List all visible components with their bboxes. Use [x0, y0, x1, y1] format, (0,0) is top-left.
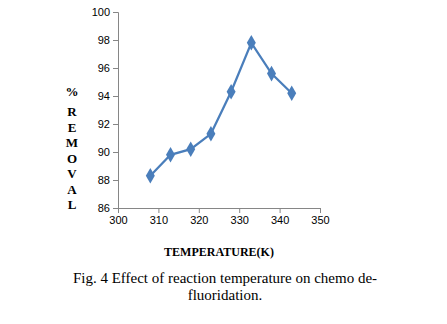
- x-tick-label: 320: [190, 214, 208, 226]
- x-tick: 350: [311, 208, 329, 226]
- data-point: [146, 168, 155, 184]
- data-point: [206, 126, 215, 142]
- data-point: [227, 84, 236, 100]
- y-tick-label: 92: [98, 118, 110, 130]
- y-tick-mark: [113, 180, 118, 181]
- data-point: [247, 35, 256, 51]
- data-point: [287, 85, 296, 101]
- y-tick: 96: [98, 62, 118, 74]
- chart: 300 310 320 330 340 350 86 88 90 92 94 96 98 100 %REMO…: [0, 0, 447, 268]
- x-tick-mark: [239, 208, 240, 213]
- x-tick-label: 350: [311, 214, 329, 226]
- x-tick-label: 310: [150, 214, 168, 226]
- chart-title: Fig. 4 Effect of reaction temperature on…: [60, 270, 390, 304]
- y-tick-mark: [113, 96, 118, 97]
- x-tick-mark: [280, 208, 281, 213]
- x-tick-mark: [199, 208, 200, 213]
- data-point: [267, 66, 276, 82]
- x-tick-label: 300: [109, 214, 127, 226]
- y-tick: 86: [98, 202, 118, 214]
- y-tick: 92: [98, 118, 118, 130]
- x-tick-mark: [158, 208, 159, 213]
- y-axis-line: [113, 13, 119, 209]
- plot-area: [146, 35, 296, 184]
- y-tick-mark: [113, 208, 118, 209]
- x-tick: 330: [231, 208, 249, 226]
- y-tick-mark: [113, 40, 118, 41]
- y-tick-mark: [113, 12, 118, 13]
- x-axis-line: [119, 209, 321, 214]
- y-tick-mark: [113, 124, 118, 125]
- data-line: [150, 43, 291, 176]
- y-axis: 86 88 90 92 94 96 98 100: [92, 6, 119, 214]
- y-tick: 94: [98, 90, 118, 102]
- x-tick-label: 330: [231, 214, 249, 226]
- y-axis-title: %REMOVAL: [66, 84, 79, 212]
- y-tick-label: 94: [98, 90, 110, 102]
- data-point: [166, 147, 175, 163]
- y-tick-label: 100: [92, 6, 110, 18]
- y-tick: 90: [98, 146, 118, 158]
- y-tick-label: 96: [98, 62, 110, 74]
- y-tick: 88: [98, 174, 118, 186]
- x-axis: 300 310 320 330 340 350: [109, 208, 329, 226]
- y-tick: 100: [92, 6, 118, 18]
- y-tick-mark: [113, 68, 118, 69]
- y-tick-label: 88: [98, 174, 110, 186]
- x-tick: 340: [271, 208, 289, 226]
- x-tick: 300: [109, 208, 127, 226]
- x-tick: 320: [190, 208, 208, 226]
- y-tick-label: 90: [98, 146, 110, 158]
- y-tick-label: 98: [98, 34, 110, 46]
- x-axis-title: TEMPERATURE(K): [164, 245, 274, 259]
- data-point: [186, 141, 195, 157]
- y-tick-label: 86: [98, 202, 110, 214]
- y-tick: 98: [98, 34, 118, 46]
- y-tick-mark: [113, 152, 118, 153]
- x-tick: 310: [150, 208, 168, 226]
- x-tick-mark: [320, 208, 321, 213]
- x-tick-label: 340: [271, 214, 289, 226]
